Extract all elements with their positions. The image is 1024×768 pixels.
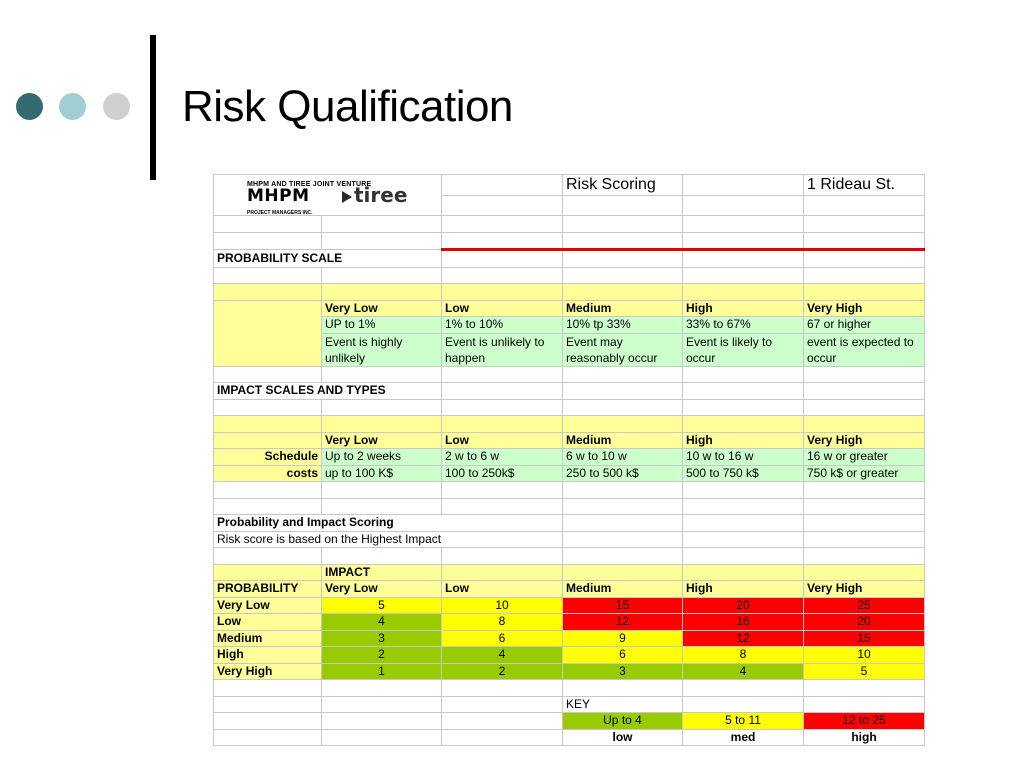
probability-description-cell: Event is likely to occur [682, 332, 804, 367]
teal-dot-decoration [16, 93, 43, 120]
key-label: KEY [562, 695, 683, 713]
key-name-cell: med [682, 728, 804, 746]
risk-score-cell: 3 [562, 662, 683, 680]
probability-range-cell: 67 or higher [803, 316, 925, 334]
schedule-impact-cell: Up to 2 weeks [321, 448, 442, 466]
cost-impact-cell: 500 to 750 k$ [682, 464, 804, 482]
probability-description-cell: Event is highly unlikely [321, 332, 442, 367]
impact-level-header: Low [441, 431, 563, 449]
schedule-impact-cell: 2 w to 6 w [441, 448, 563, 466]
cost-impact-cell: up to 100 K$ [321, 464, 442, 482]
key-range-swatch: 5 to 11 [682, 712, 804, 730]
scoring-heading: Probability and Impact Scoring [213, 514, 563, 532]
risk-score-cell: 2 [441, 662, 563, 680]
risk-score-cell: 20 [803, 613, 925, 631]
logo-tiree-text: tiree [354, 183, 408, 207]
risk-score-cell: 5 [803, 662, 925, 680]
probability-scale-heading: PROBABILITY SCALE [213, 249, 442, 268]
costs-label: costs [213, 464, 322, 482]
impact-level-header: Low [441, 580, 563, 598]
impact-level-header: Medium [562, 580, 683, 598]
risk-score-cell: 15 [803, 629, 925, 647]
probability-level-header: Very High [803, 299, 925, 317]
impact-level-header: Medium [562, 431, 683, 449]
company-logo: MHPM AND TIREE JOINT VENTURE MHPM PROJEC… [213, 174, 442, 216]
light-teal-dot-decoration [59, 93, 86, 120]
probability-range-cell: 33% to 67% [682, 316, 804, 334]
red-rule [441, 231, 563, 251]
key-name-cell: high [803, 728, 925, 746]
schedule-label: Schedule [213, 448, 322, 466]
probability-range-cell: 10% tp 33% [562, 316, 683, 334]
probability-row-label: Very High [213, 662, 322, 680]
probability-range-cell: 1% to 10% [441, 316, 563, 334]
risk-score-cell: 3 [321, 629, 442, 647]
probability-range-cell: UP to 1% [321, 316, 442, 334]
impact-level-header: Very Low [321, 431, 442, 449]
cost-impact-cell: 250 to 500 k$ [562, 464, 683, 482]
risk-scoring-sheet: MHPM AND TIREE JOINT VENTURE MHPM PROJEC… [213, 174, 925, 746]
grey-dot-decoration [103, 93, 130, 120]
key-name-cell: low [562, 728, 683, 746]
probability-row-label: Low [213, 613, 322, 631]
title-divider-bar [150, 35, 156, 180]
risk-score-cell: 10 [441, 596, 563, 614]
probability-level-header: Very Low [321, 299, 442, 317]
impact-scales-heading: IMPACT SCALES AND TYPES [213, 382, 442, 400]
slide-title: Risk Qualification [182, 82, 513, 131]
probability-label: PROBABILITY [213, 580, 322, 598]
probability-description-cell: Event may reasonably occur [562, 332, 683, 367]
risk-score-cell: 10 [803, 646, 925, 664]
risk-score-cell: 8 [441, 613, 563, 631]
risk-score-cell: 16 [682, 613, 804, 631]
impact-level-header: High [682, 580, 804, 598]
risk-score-cell: 1 [321, 662, 442, 680]
risk-score-cell: 6 [441, 629, 563, 647]
probability-row-label: High [213, 646, 322, 664]
risk-score-cell: 8 [682, 646, 804, 664]
risk-score-cell: 12 [562, 613, 683, 631]
probability-description-cell: Event is unlikely to happen [441, 332, 563, 367]
impact-level-header: Very Low [321, 580, 442, 598]
risk-score-cell: 25 [803, 596, 925, 614]
logo-joint-venture-text: MHPM AND TIREE JOINT VENTURE [247, 181, 372, 188]
schedule-impact-cell: 16 w or greater [803, 448, 925, 466]
cost-impact-cell: 750 k$ or greater [803, 464, 925, 482]
probability-row-label: Medium [213, 629, 322, 647]
impact-level-header: Very High [803, 431, 925, 449]
risk-score-cell: 2 [321, 646, 442, 664]
impact-level-header: High [682, 431, 804, 449]
schedule-impact-cell: 10 w to 16 w [682, 448, 804, 466]
probability-description-cell: event is expected to occur [803, 332, 925, 367]
risk-score-cell: 4 [682, 662, 804, 680]
risk-score-cell: 12 [682, 629, 804, 647]
logo-project-managers-text: PROJECT MANAGERS INC. [247, 210, 313, 216]
logo-tiree: tiree [342, 185, 407, 205]
schedule-impact-cell: 6 w to 10 w [562, 448, 683, 466]
probability-level-header: High [682, 299, 804, 317]
probability-level-header: Low [441, 299, 563, 317]
scoring-note: Risk score is based on the Highest Impac… [213, 530, 563, 548]
logo-mhpm-text: MHPM [247, 186, 310, 206]
risk-score-cell: 9 [562, 629, 683, 647]
probability-level-header: Medium [562, 299, 683, 317]
risk-score-cell: 20 [682, 596, 804, 614]
risk-score-cell: 5 [321, 596, 442, 614]
impact-label: IMPACT [321, 563, 442, 581]
risk-score-cell: 4 [321, 613, 442, 631]
address-cell: 1 Rideau St. [803, 174, 925, 196]
risk-score-cell: 6 [562, 646, 683, 664]
risk-score-cell: 4 [441, 646, 563, 664]
risk-score-cell: 15 [562, 596, 683, 614]
play-triangle-icon [342, 190, 352, 203]
cost-impact-cell: 100 to 250k$ [441, 464, 563, 482]
key-range-swatch: 12 to 25 [803, 712, 925, 730]
probability-row-label: Very Low [213, 596, 322, 614]
impact-level-header: Very High [803, 580, 925, 598]
document-title-cell: Risk Scoring [562, 174, 683, 196]
key-range-swatch: Up to 4 [562, 712, 683, 730]
